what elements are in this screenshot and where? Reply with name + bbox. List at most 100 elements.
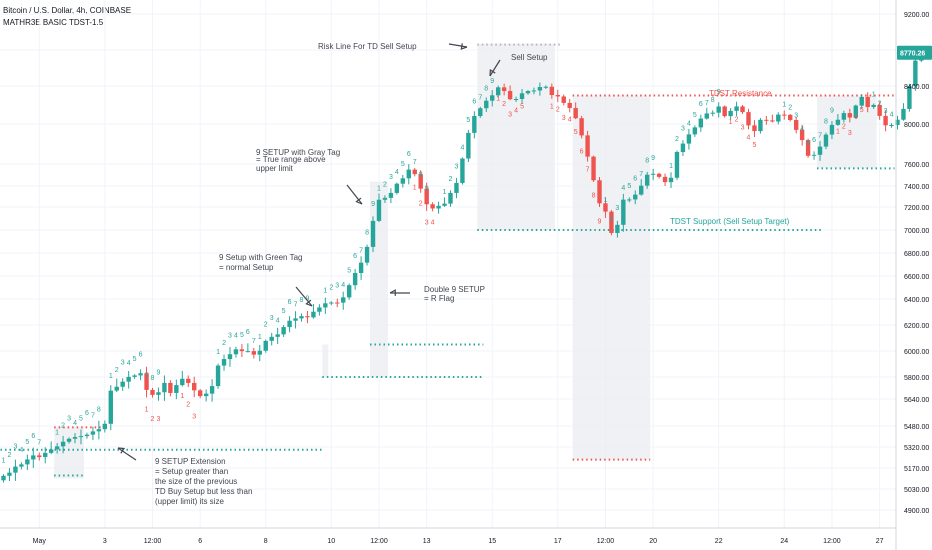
candles xyxy=(1,51,924,483)
candle-body xyxy=(913,60,918,87)
candle xyxy=(793,117,799,134)
setup-count: 8 xyxy=(419,172,423,179)
candle xyxy=(197,388,203,399)
annotation-arrow xyxy=(346,184,363,205)
candle-body xyxy=(513,99,519,101)
candle-body xyxy=(823,134,829,147)
candle xyxy=(764,116,769,125)
candle xyxy=(531,87,537,95)
setup-count: 1 xyxy=(550,103,554,110)
setup-count: 4 xyxy=(800,126,804,133)
setup-count: 7 xyxy=(705,100,709,107)
setup-count: 9 xyxy=(371,201,375,208)
setup-count: 5 xyxy=(806,140,810,147)
candle-body xyxy=(668,177,674,183)
candle xyxy=(358,256,364,280)
candle-body xyxy=(448,192,453,204)
candle-body xyxy=(78,436,84,438)
setup-count: 4 xyxy=(395,169,399,176)
candle xyxy=(811,151,817,160)
setup-count: 5 xyxy=(25,439,29,446)
candle-body xyxy=(174,385,179,393)
candle-body xyxy=(275,334,280,337)
setup-box xyxy=(322,344,329,377)
arrow-head xyxy=(460,43,468,50)
setup-count: 8 xyxy=(365,229,369,236)
candle xyxy=(609,209,614,236)
candle-body xyxy=(758,119,763,132)
candle xyxy=(251,347,257,359)
setup-count: 5 xyxy=(79,415,83,422)
annotation-arrow xyxy=(489,59,501,77)
candle-body xyxy=(734,106,739,111)
candle xyxy=(96,420,102,440)
arrow-shaft xyxy=(489,59,501,77)
candle-body xyxy=(817,146,823,155)
candle-body xyxy=(799,129,805,141)
annotation-arrow xyxy=(117,447,137,461)
candle-body xyxy=(490,95,495,101)
setup-count: 2 xyxy=(675,136,679,143)
candle-body xyxy=(722,106,727,117)
y-tick-label: 4900.00 xyxy=(904,508,929,515)
y-tick-label: 7000.00 xyxy=(904,228,929,235)
setup-count: 3 xyxy=(389,174,393,181)
candle-body xyxy=(740,106,745,113)
setup-count: 9 xyxy=(717,89,721,96)
candle xyxy=(382,195,388,203)
setup-count: 4 xyxy=(514,107,518,114)
candle-body xyxy=(203,393,209,397)
candle xyxy=(770,114,775,123)
candle xyxy=(859,94,864,109)
setup-count: 1 xyxy=(180,393,184,400)
setup-count: 3 xyxy=(270,315,274,322)
setup-count: 8 xyxy=(484,85,488,92)
tdst-resistance-label: TDST Resistance xyxy=(709,89,772,98)
setup-count: 1 xyxy=(836,129,840,136)
candle xyxy=(43,447,48,464)
candle-body xyxy=(764,119,769,121)
setup-count: 6 xyxy=(246,329,250,336)
grid xyxy=(0,0,896,528)
candle-body xyxy=(770,120,775,122)
setup-count: 7 xyxy=(413,159,417,166)
annotation-text: Sell Setup xyxy=(511,53,548,62)
candle xyxy=(138,369,143,381)
setup-count: 3 xyxy=(681,126,685,133)
setup-count: 4 xyxy=(854,114,858,121)
candle xyxy=(537,82,543,96)
candle-body xyxy=(639,185,644,195)
candle-body xyxy=(84,434,90,437)
candle xyxy=(7,468,12,482)
candle-body xyxy=(865,96,870,107)
setup-count: 2 xyxy=(449,176,453,183)
candle-body xyxy=(603,203,608,212)
setup-count: 8 xyxy=(824,119,828,126)
y-tick-label: 6600.00 xyxy=(904,274,929,281)
setup-count: 4 xyxy=(19,447,23,454)
candle xyxy=(436,201,441,214)
candle xyxy=(227,347,233,367)
candle xyxy=(31,447,36,468)
setup-count: 1 xyxy=(782,101,786,108)
setup-count: 9 xyxy=(490,78,494,85)
setup-count: 5 xyxy=(401,161,405,168)
candle-body xyxy=(788,114,793,121)
candle-body xyxy=(156,392,161,395)
candle-body xyxy=(257,350,262,355)
candle-body xyxy=(656,173,662,177)
candle-body xyxy=(346,285,352,298)
setup-count: 1 xyxy=(323,287,327,294)
setup-count: 5 xyxy=(133,356,137,363)
y-tick-label: 9200.00 xyxy=(904,12,929,19)
candle-body xyxy=(370,220,376,247)
candle-body xyxy=(48,449,54,453)
y-tick-label: 8000.00 xyxy=(904,122,929,129)
candle-body xyxy=(269,336,274,341)
candle xyxy=(293,311,298,329)
annotation-text: = Setup greater than xyxy=(155,467,228,476)
candle xyxy=(448,190,453,207)
candle-body xyxy=(793,120,799,130)
setup-count: 4 xyxy=(621,185,625,192)
